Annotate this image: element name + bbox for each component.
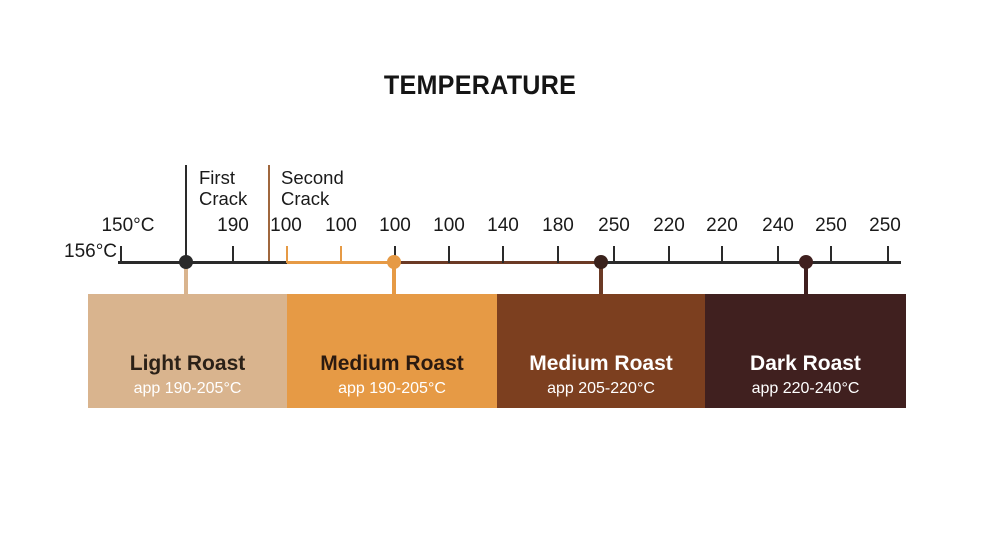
tick-label: 100: [379, 215, 411, 236]
medium-dark-roast-marker: [594, 255, 608, 269]
band-name: Dark Roast: [750, 352, 861, 375]
tick-label: 250: [598, 215, 630, 236]
second-crack-label-line2: Crack: [281, 188, 330, 209]
axis-tick: [502, 246, 504, 263]
band-name: Medium Roast: [320, 352, 464, 375]
start-temperature-label: 156°C: [64, 241, 118, 262]
light-roast-marker: [179, 255, 193, 269]
axis-tick: [286, 246, 288, 263]
medium-roast-marker-drop: [392, 262, 396, 296]
tick-label: 150°C: [101, 215, 155, 236]
axis-tick: [830, 246, 832, 263]
page-title: TEMPERATURE: [383, 70, 577, 100]
first-crack-label: First Crack: [199, 167, 247, 209]
medium-roast-marker: [387, 255, 401, 269]
tick-label: 100: [270, 215, 302, 236]
axis-tick: [120, 246, 122, 263]
second-crack-label-line1: Second: [281, 167, 344, 188]
band-range: app 205-220°C: [547, 380, 655, 397]
medium-dark-roast-marker-drop: [599, 262, 603, 296]
second-crack-line: [268, 165, 270, 262]
first-crack-label-line2: Crack: [199, 188, 248, 209]
tick-label: 140: [487, 215, 519, 236]
axis-tick: [394, 246, 396, 263]
light-roast-band: Light Roast app 190-205°C: [88, 294, 287, 408]
axis-tick: [232, 246, 234, 263]
axis-tick: [613, 246, 615, 263]
axis-tick: [557, 246, 559, 263]
dark-roast-band: Dark Roast app 220-240°C: [705, 294, 906, 408]
tick-label: 180: [542, 215, 574, 236]
medium-roast-band: Medium Roast app 190-205°C: [287, 294, 497, 408]
axis-tick: [777, 246, 779, 263]
axis-segment-medium-dark: [394, 261, 601, 264]
tick-label: 250: [815, 215, 847, 236]
tick-label: 250: [869, 215, 901, 236]
dark-roast-marker: [799, 255, 813, 269]
light-roast-marker-drop: [184, 262, 188, 296]
tick-label: 220: [653, 215, 685, 236]
tick-label: 190: [217, 215, 249, 236]
band-range: app 190-205°C: [133, 380, 242, 397]
axis-tick: [668, 246, 670, 263]
tick-label: 240: [762, 215, 794, 236]
band-name: Light Roast: [129, 352, 246, 375]
tick-label: 220: [706, 215, 738, 236]
axis-tick: [721, 246, 723, 263]
axis-tick: [448, 246, 450, 263]
axis-tick: [340, 246, 342, 263]
band-range: app 190-205°C: [338, 380, 446, 397]
second-crack-label: Second Crack: [281, 167, 344, 209]
medium-dark-roast-band: Medium Roast app 205-220°C: [497, 294, 705, 408]
band-name: Medium Roast: [529, 352, 673, 375]
tick-label: 100: [325, 215, 357, 236]
axis-tick: [887, 246, 889, 263]
band-range: app 220-240°C: [751, 380, 860, 397]
dark-roast-marker-drop: [804, 262, 808, 296]
first-crack-line: [185, 165, 187, 263]
tick-label: 100: [433, 215, 465, 236]
first-crack-label-line1: First: [199, 167, 235, 188]
